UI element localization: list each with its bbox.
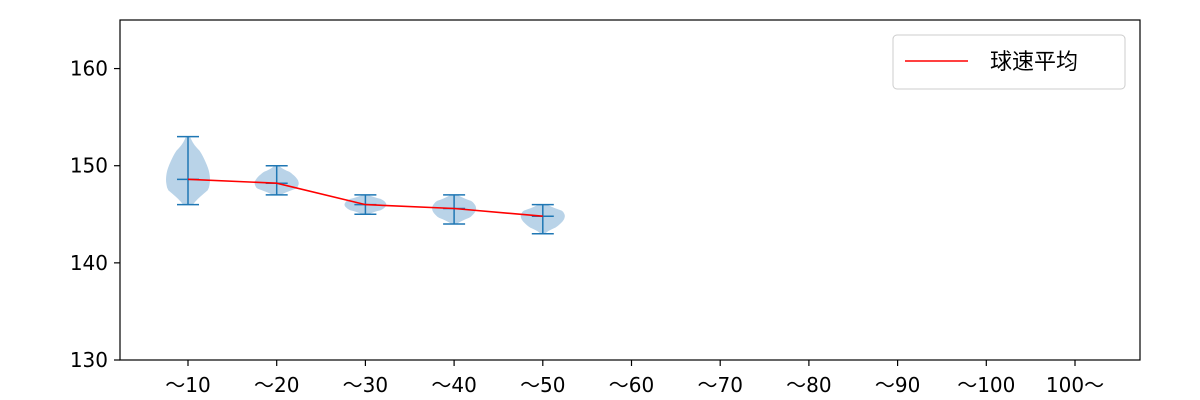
- legend: 球速平均: [892, 34, 1126, 90]
- legend-label: 球速平均: [990, 50, 1078, 75]
- x-tick-label: ～50: [520, 373, 565, 397]
- y-tick-label: 150: [70, 154, 108, 178]
- y-tick-label: 130: [70, 348, 108, 372]
- x-tick-label: ～60: [609, 373, 654, 397]
- x-axis: ～10 ～20 ～30 ～40 ～50 ～60 ～70 ～80 ～90 ～100 100～: [165, 360, 1104, 397]
- y-tick-label: 160: [70, 57, 108, 81]
- legend-box: [892, 34, 1126, 90]
- y-tick-label: 140: [70, 251, 108, 275]
- y-axis: 130 140 150 160: [70, 57, 120, 372]
- x-tick-label: ～30: [343, 373, 388, 397]
- x-tick-label: ～10: [165, 373, 210, 397]
- x-tick-label: 100～: [1046, 373, 1104, 397]
- mean-line-layer: [187, 178, 543, 217]
- x-tick-label: ～40: [431, 373, 476, 397]
- x-tick-label: ～100: [957, 373, 1015, 397]
- mean-velocity-line: [187, 178, 543, 217]
- x-tick-label: ～20: [254, 373, 299, 397]
- x-tick-label: ～80: [786, 373, 831, 397]
- x-tick-label: ～70: [697, 373, 742, 397]
- x-tick-label: ～90: [875, 373, 920, 397]
